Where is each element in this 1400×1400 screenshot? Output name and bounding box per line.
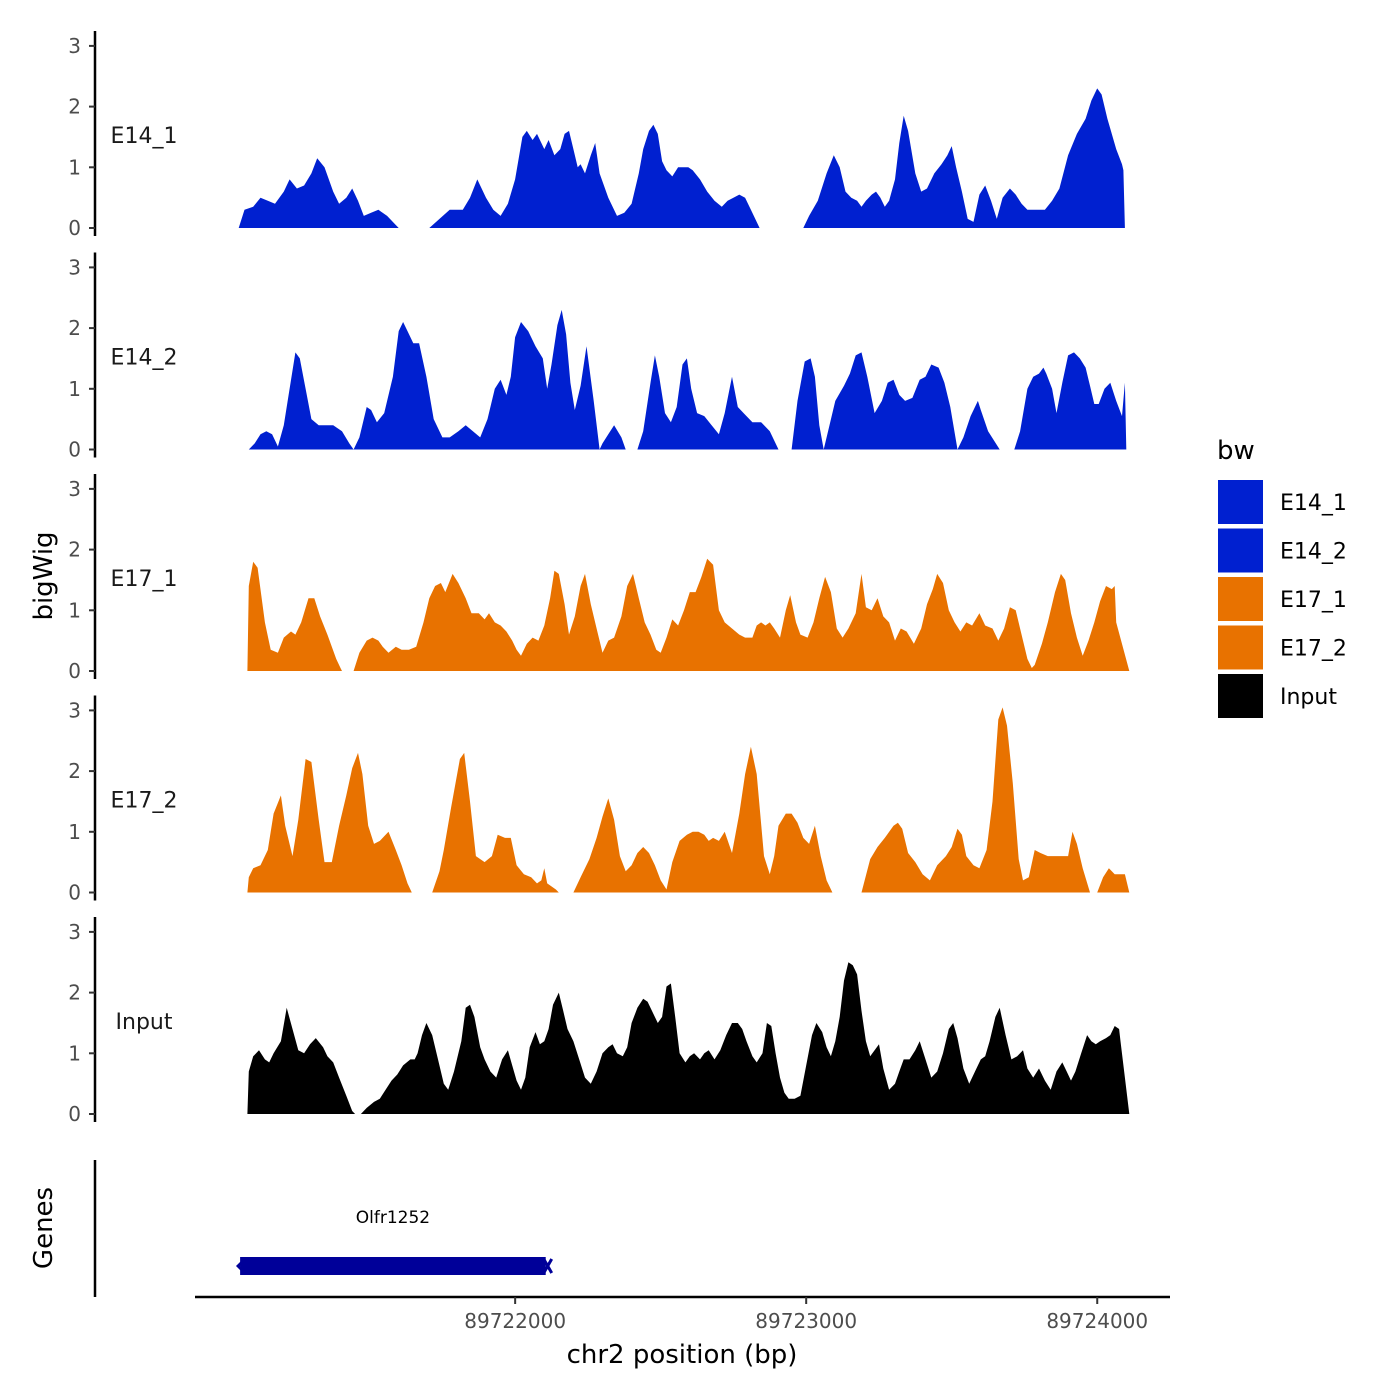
y-tick-label: 2	[68, 316, 81, 340]
y-tick-label: 3	[68, 34, 81, 58]
y-tick-label: 3	[68, 920, 81, 944]
y-tick-label: 1	[68, 1041, 81, 1065]
legend-label: E14_1	[1280, 491, 1347, 516]
legend-entry-E17_2: E17_2	[1218, 625, 1347, 670]
coverage-area-E14_2-4	[1014, 352, 1127, 450]
legend-label: Input	[1280, 685, 1337, 710]
x-tick-label: 89723000	[755, 1309, 857, 1333]
x-axis-title: chr2 position (bp)	[567, 1340, 798, 1370]
x-tick-label: 89722000	[464, 1309, 566, 1333]
gene-strand-mark-end	[542, 1258, 554, 1274]
y-tick-label: 2	[68, 95, 81, 119]
legend-label: E17_1	[1280, 588, 1347, 613]
legend-entry-E14_1: E14_1	[1218, 480, 1347, 524]
y-tick-label: 3	[68, 255, 81, 279]
coverage-area-E17_2-1	[247, 752, 412, 893]
legend-entry-E17_1: E17_1	[1218, 577, 1347, 621]
y-tick-label: 1	[68, 377, 81, 401]
y-tick-label: 0	[68, 659, 81, 683]
coverage-area-E14_1-2	[429, 124, 760, 228]
track-E14_2: 0 1 2 3 E14_2	[68, 252, 1127, 462]
y-tick-label: 0	[68, 1102, 81, 1126]
gene-body	[240, 1257, 546, 1275]
coverage-area-Input-2	[360, 962, 1130, 1114]
track-label-E14_2: E14_2	[111, 346, 178, 371]
legend-label: E17_2	[1280, 637, 1347, 662]
gene-strand-mark-start	[235, 1258, 246, 1274]
track-E17_2: 0 1 2 3 E17_2	[68, 695, 1130, 905]
legend-label: E14_2	[1280, 540, 1347, 565]
coverage-area-E17_2-3	[573, 746, 833, 893]
track-E14_1: 0 1 2 3 E14_1	[68, 31, 1125, 240]
coverage-area-E17_1-2	[353, 558, 1130, 671]
track-E17_1: 0 1 2 3 E17_1	[68, 474, 1130, 683]
y-tick-label: 2	[68, 981, 81, 1005]
gene-Olfr1252: Olfr1252	[235, 1208, 554, 1275]
y-tick-label: 1	[68, 598, 81, 622]
y-tick-label: 2	[68, 759, 81, 783]
x-axis: 89722000 89723000 89724000	[195, 1295, 1170, 1333]
track-label-E14_1: E14_1	[111, 124, 178, 149]
legend: bw E14_1 E14_2 E17_1 E17_2 Input	[1217, 436, 1347, 718]
legend-swatch	[1218, 674, 1263, 718]
track-label-E17_2: E17_2	[111, 789, 178, 814]
legend-entry-Input: Input	[1218, 674, 1337, 718]
gene-track: Olfr1252	[93, 1160, 554, 1297]
track-label-E17_1: E17_1	[111, 567, 178, 592]
y-axis-title: bigWig	[29, 531, 59, 620]
coverage-area-E17_1-1	[247, 561, 342, 671]
coverage-area-E17_2-4	[861, 707, 1090, 893]
coverage-area-E14_1-1	[238, 158, 399, 228]
coverage-area-E17_2-5	[1097, 868, 1130, 893]
gene-name-label: Olfr1252	[356, 1208, 430, 1228]
legend-swatch	[1218, 625, 1263, 670]
track-Input: 0 1 2 3 Input	[68, 917, 1130, 1126]
legend-entry-E14_2: E14_2	[1218, 528, 1347, 573]
legend-title: bw	[1217, 436, 1255, 466]
y-tick-label: 0	[68, 438, 81, 462]
y-tick-label: 3	[68, 477, 81, 501]
coverage-area-Input-1	[247, 1007, 356, 1114]
gene-track-title: Genes	[29, 1187, 59, 1269]
track-label-Input: Input	[116, 1010, 173, 1035]
legend-swatch	[1218, 480, 1263, 524]
y-tick-label: 2	[68, 538, 81, 562]
coverage-area-E14_2-2	[637, 355, 779, 450]
y-tick-label: 1	[68, 820, 81, 844]
y-tick-label: 0	[68, 881, 81, 905]
y-tick-label: 3	[68, 698, 81, 722]
y-tick-label: 1	[68, 155, 81, 179]
legend-swatch	[1218, 528, 1263, 573]
legend-swatch	[1218, 577, 1263, 621]
coverage-area-E14_2-1	[248, 309, 626, 450]
coverage-area-E17_2-2	[432, 752, 559, 893]
coverage-area-E14_2-3	[791, 352, 1000, 450]
x-tick-label: 89724000	[1046, 1309, 1148, 1333]
coverage-tracks: 0 1 2 3 E14_1 0 1 2 3 E14_2 0 1 2 3 E17_1 0 1 2 3 E17_2 0 1 2 3…	[68, 31, 1130, 1126]
y-tick-label: 0	[68, 216, 81, 240]
coverage-area-E14_1-3	[803, 88, 1125, 229]
